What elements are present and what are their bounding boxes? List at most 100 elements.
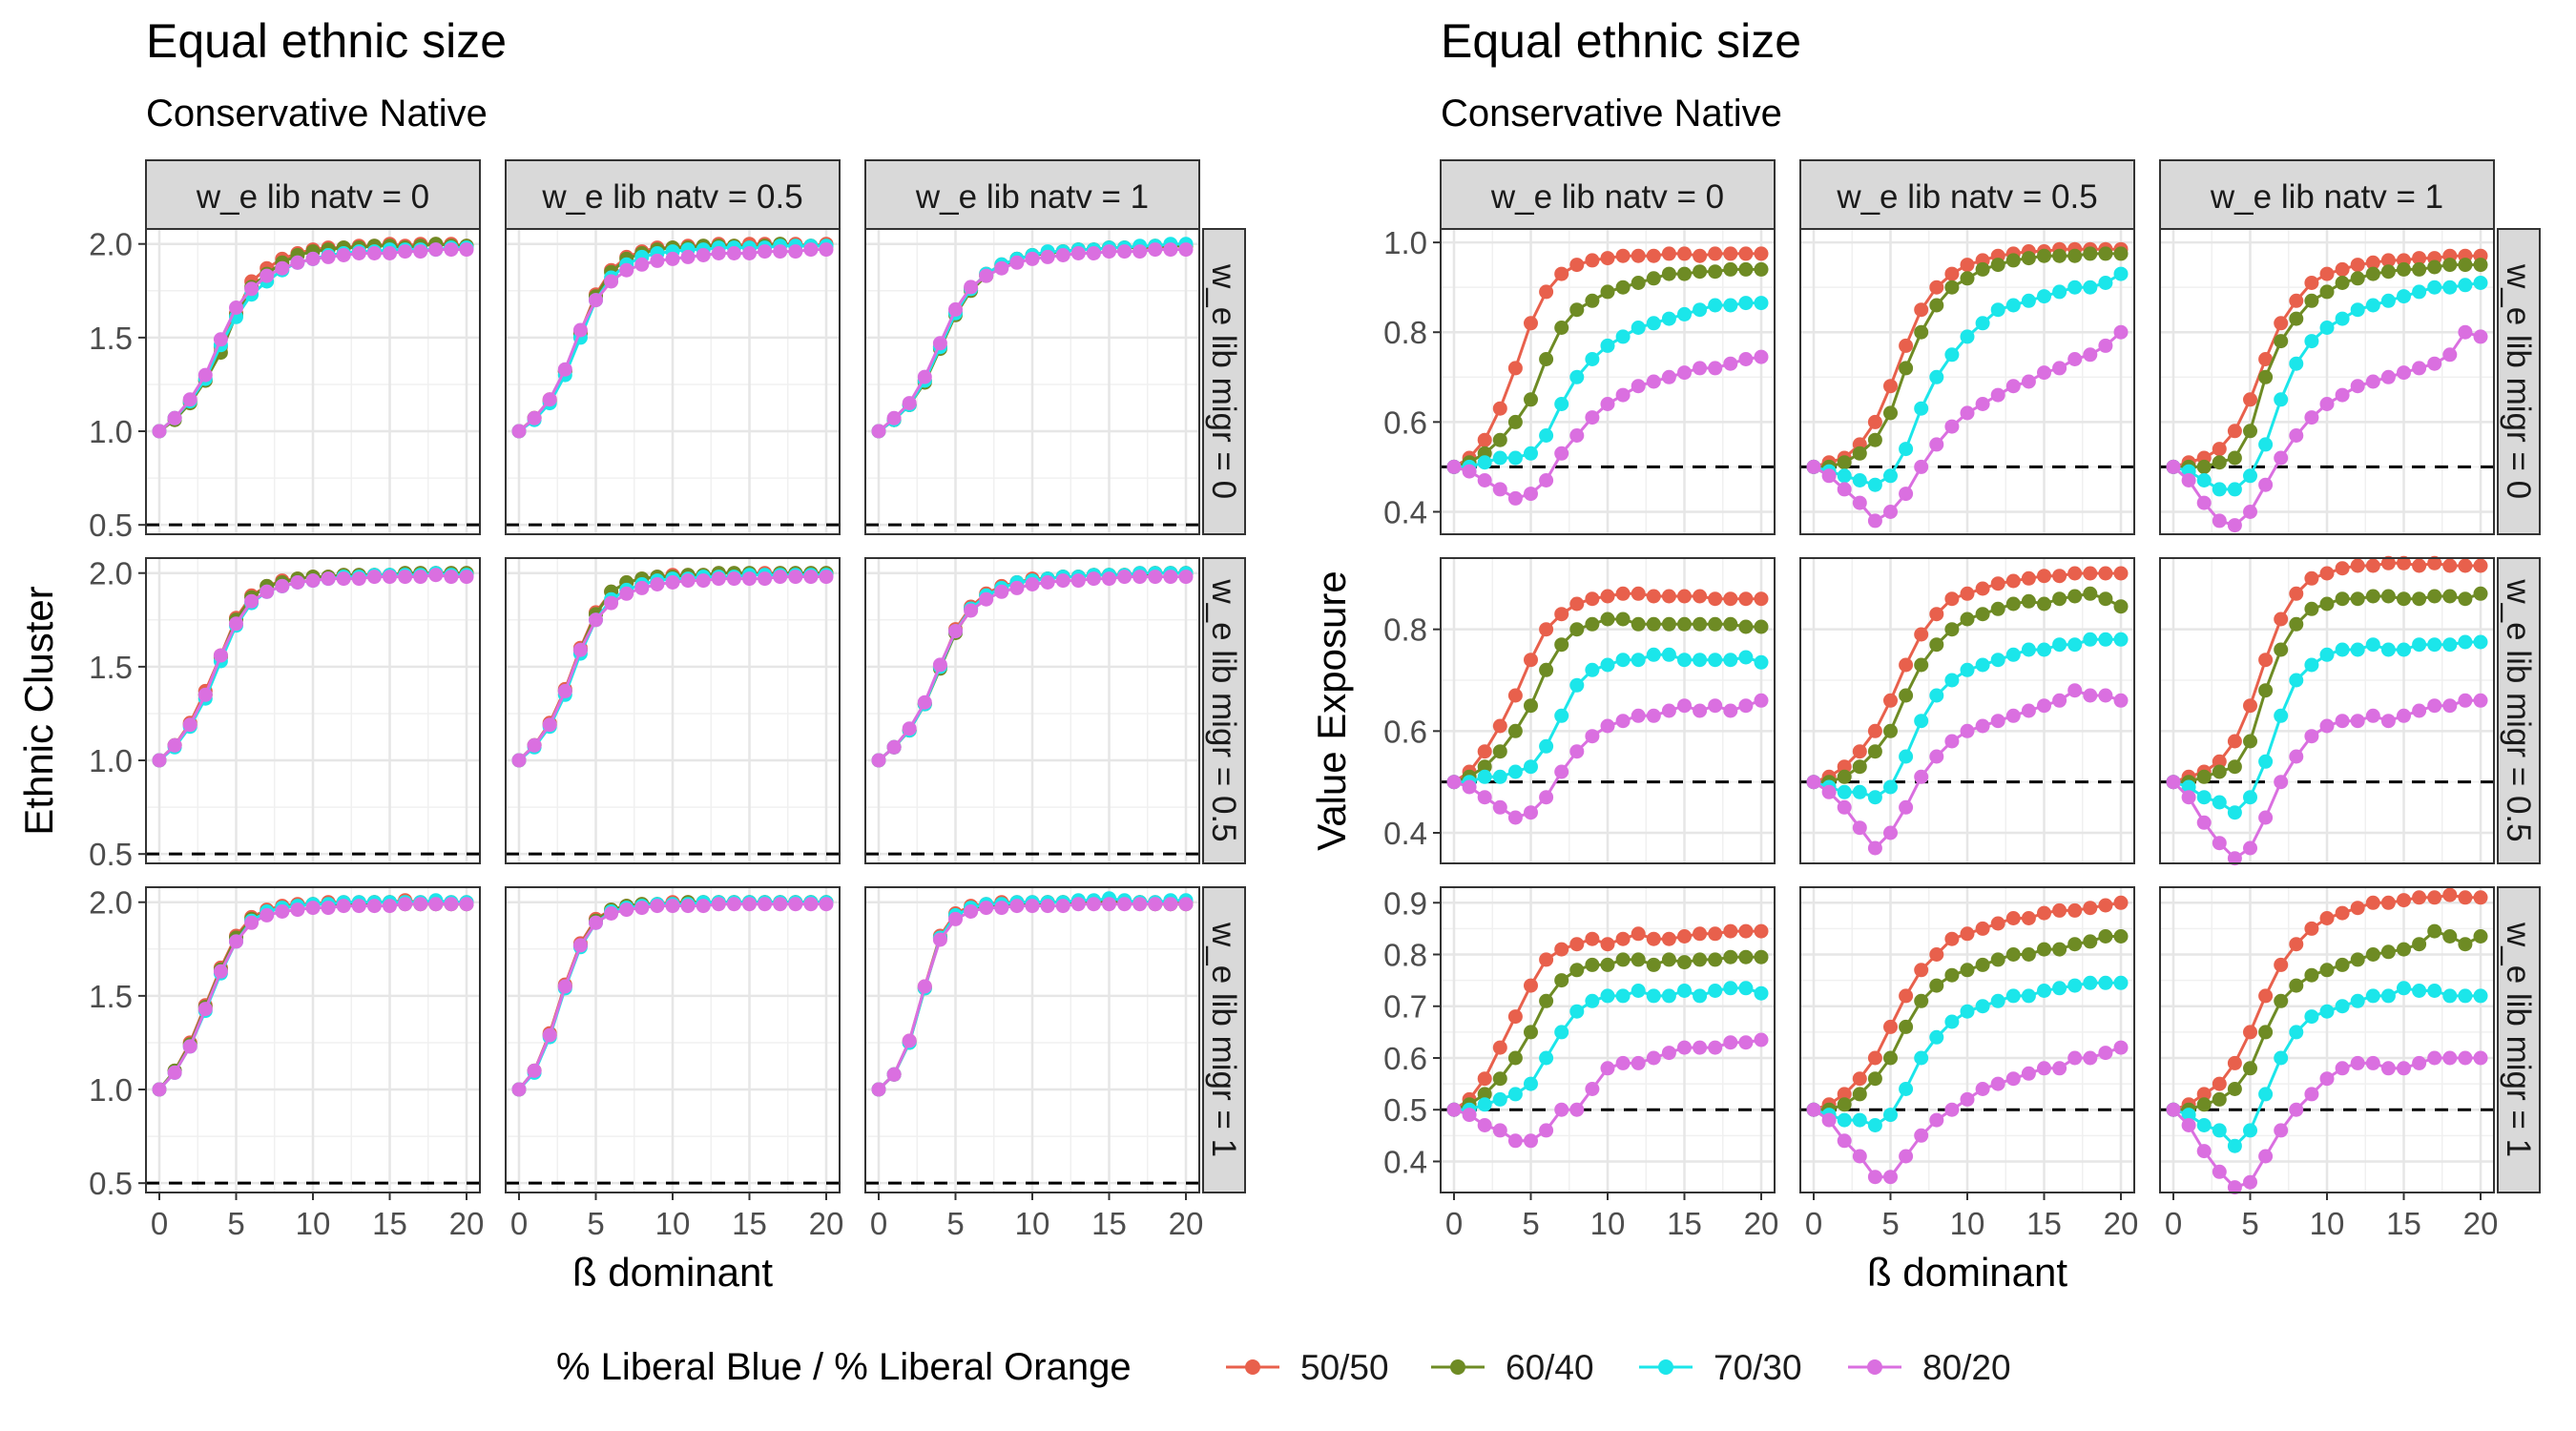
facet-strip-col	[505, 159, 841, 232]
x-tick-label: 0	[1805, 1206, 1822, 1241]
data-point-50/50	[1708, 591, 1723, 607]
data-point-80/20	[2067, 352, 2083, 366]
data-point-50/50	[1615, 586, 1631, 601]
data-point-50/50	[2397, 555, 2411, 570]
data-point-60/40	[1507, 723, 1523, 738]
data-point-60/40	[2196, 459, 2212, 474]
data-point-50/50	[1631, 926, 1646, 942]
data-point-80/20	[152, 753, 167, 768]
data-point-80/20	[1677, 365, 1692, 381]
data-point-80/20	[444, 897, 459, 912]
data-point-80/20	[229, 934, 243, 949]
data-point-80/20	[2412, 1055, 2427, 1070]
data-point-50/50	[2037, 569, 2051, 584]
data-point-80/20	[2021, 374, 2036, 389]
data-point-60/40	[2243, 734, 2257, 749]
data-point-60/40	[1929, 637, 1944, 653]
data-point-70/30	[2442, 637, 2458, 653]
data-point-50/50	[2442, 887, 2458, 902]
data-point-70/30	[1754, 985, 1769, 1001]
data-point-80/20	[619, 902, 634, 918]
data-point-80/20	[1178, 570, 1194, 585]
data-point-80/20	[1102, 244, 1116, 259]
data-point-80/20	[994, 584, 1009, 599]
data-point-80/20	[696, 573, 711, 589]
data-point-60/40	[2289, 978, 2304, 993]
y-tick-label: 0.5	[89, 508, 133, 543]
data-point-70/30	[1585, 662, 1600, 677]
data-point-60/40	[1585, 616, 1600, 632]
data-point-80/20	[650, 577, 665, 591]
data-point-80/20	[932, 932, 947, 947]
data-point-70/30	[2005, 647, 2021, 662]
data-point-80/20	[902, 1033, 917, 1048]
data-point-60/40	[2258, 369, 2274, 384]
data-point-60/40	[2052, 591, 2067, 607]
data-point-50/50	[1899, 988, 1914, 1004]
data-point-80/20	[871, 1082, 886, 1097]
data-point-80/20	[634, 257, 650, 272]
data-point-70/30	[2412, 637, 2427, 653]
data-point-80/20	[1178, 897, 1194, 912]
data-point-80/20	[1569, 744, 1585, 759]
data-point-70/30	[2181, 779, 2196, 795]
data-point-80/20	[413, 244, 428, 259]
data-point-70/30	[1477, 455, 1492, 470]
data-point-80/20	[1723, 703, 1738, 718]
data-point-80/20	[542, 1027, 557, 1043]
data-point-80/20	[229, 616, 243, 632]
data-point-70/30	[2196, 473, 2212, 487]
data-point-80/20	[819, 897, 834, 912]
data-point-80/20	[1600, 397, 1615, 411]
data-point-60/40	[2397, 591, 2411, 607]
data-point-80/20	[290, 255, 305, 270]
data-point-80/20	[244, 593, 260, 609]
data-point-80/20	[1821, 1112, 1837, 1128]
data-point-80/20	[619, 262, 634, 278]
data-point-70/30	[2458, 988, 2473, 1004]
data-point-80/20	[321, 571, 336, 587]
data-point-50/50	[1631, 586, 1646, 601]
data-point-50/50	[2227, 734, 2242, 749]
data-point-80/20	[932, 657, 947, 673]
data-point-60/40	[2098, 591, 2113, 607]
data-point-50/50	[1944, 266, 1960, 281]
data-point-80/20	[1539, 1123, 1554, 1138]
data-point-80/20	[2473, 1050, 2488, 1066]
data-point-50/50	[2473, 558, 2488, 573]
facet-strip-col-label: w_e lib natv = 0	[1490, 178, 1724, 216]
data-point-80/20	[2365, 374, 2380, 389]
data-point-50/50	[1867, 414, 1882, 429]
data-point-80/20	[1554, 764, 1569, 779]
chart-subtitle: Conservative Native	[1441, 93, 1782, 135]
data-point-80/20	[2037, 1061, 2051, 1076]
data-point-80/20	[213, 964, 228, 979]
data-point-70/30	[1975, 316, 1990, 331]
data-point-60/40	[2196, 769, 2212, 784]
data-point-50/50	[1914, 302, 1929, 318]
data-point-50/50	[1585, 253, 1600, 268]
legend-key-label: 70/30	[1714, 1348, 1802, 1387]
data-point-70/30	[1899, 442, 1914, 457]
data-point-80/20	[1914, 769, 1929, 784]
data-point-50/50	[2319, 266, 2335, 281]
data-point-50/50	[1600, 251, 1615, 266]
data-point-50/50	[2258, 653, 2274, 668]
data-point-60/40	[2243, 424, 2257, 439]
data-point-70/30	[1852, 784, 1867, 799]
data-point-60/40	[1677, 955, 1692, 970]
data-point-70/30	[1883, 779, 1898, 795]
data-point-80/20	[1837, 1133, 1852, 1149]
data-point-60/40	[2113, 246, 2129, 261]
data-point-70/30	[2227, 1138, 2242, 1153]
data-point-70/30	[2083, 632, 2098, 647]
data-point-80/20	[572, 322, 588, 338]
data-point-80/20	[819, 242, 834, 258]
y-tick-label: 0.8	[1383, 612, 1427, 648]
data-point-70/30	[2258, 1087, 2274, 1102]
data-point-70/30	[1677, 653, 1692, 668]
data-point-60/40	[1975, 957, 1990, 972]
data-point-80/20	[1148, 242, 1163, 258]
x-tick-label: 10	[2310, 1206, 2345, 1241]
panel-border	[1799, 228, 2135, 535]
